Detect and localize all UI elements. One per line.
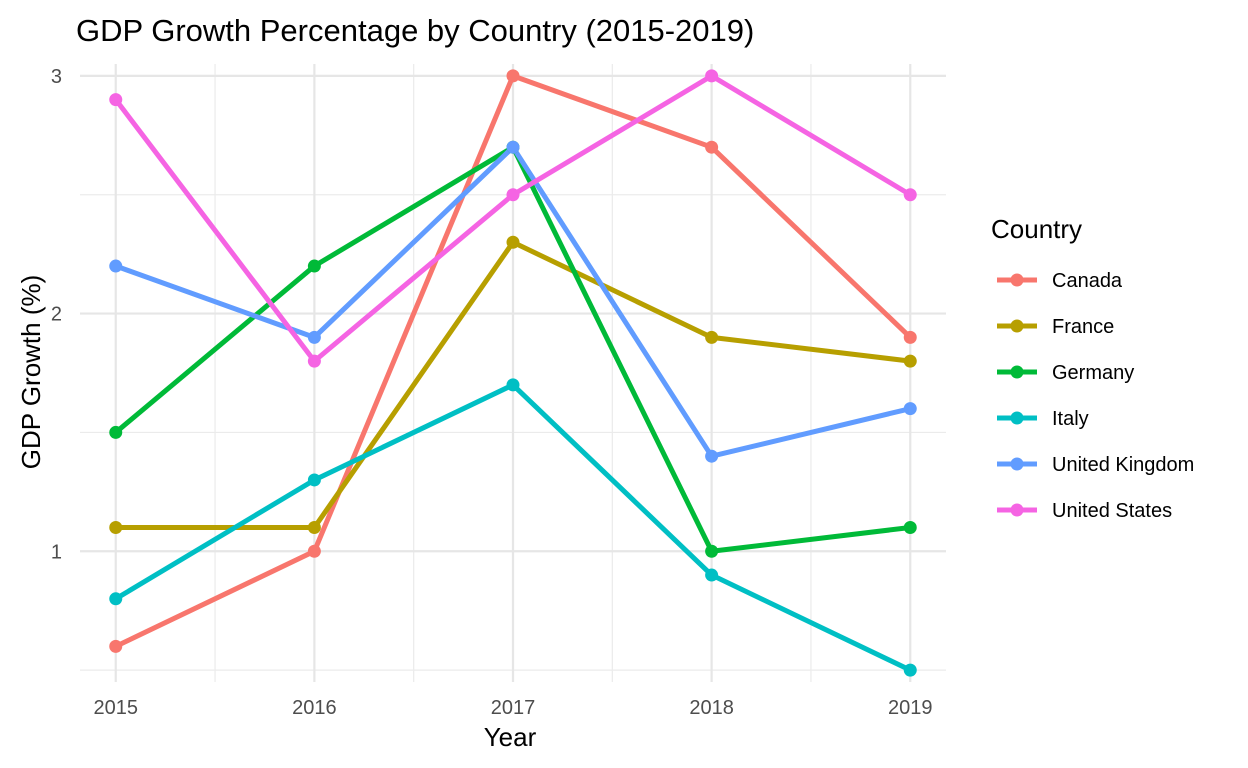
legend-key-point	[1010, 319, 1024, 333]
series-points	[109, 69, 917, 677]
x-tick-label: 2016	[292, 697, 337, 719]
y-tick-label: 3	[51, 66, 62, 88]
data-point	[705, 140, 719, 154]
data-point	[506, 188, 520, 202]
data-point	[307, 544, 321, 558]
data-point	[307, 354, 321, 368]
legend-key-point	[1010, 273, 1024, 287]
x-axis-title: Year	[484, 722, 537, 752]
y-tick-label: 2	[51, 304, 62, 326]
data-point	[307, 330, 321, 344]
y-tick-label: 1	[51, 541, 62, 563]
data-point	[109, 521, 123, 534]
data-point	[307, 521, 321, 534]
data-point	[705, 544, 719, 558]
data-point	[705, 330, 719, 344]
data-point	[307, 259, 321, 273]
data-point	[903, 402, 917, 416]
data-point	[903, 521, 917, 534]
data-point	[903, 188, 917, 202]
data-point	[705, 449, 719, 463]
data-point	[506, 378, 520, 392]
data-point	[506, 140, 520, 154]
grid-lines	[80, 64, 946, 682]
data-point	[109, 592, 123, 606]
legend-key-point	[1010, 365, 1024, 379]
x-tick-label: 2018	[689, 697, 734, 719]
legend-label: United States	[1052, 500, 1172, 522]
data-point	[506, 235, 520, 249]
x-tick-label: 2015	[94, 697, 139, 719]
data-point	[903, 663, 917, 677]
legend-key-point	[1010, 457, 1024, 471]
data-point	[903, 354, 917, 368]
legend-label: France	[1052, 316, 1114, 338]
chart-title: GDP Growth Percentage by Country (2015-2…	[76, 13, 754, 48]
y-axis-title: GDP Growth (%)	[16, 275, 46, 470]
data-point	[506, 69, 520, 83]
legend-label: Germany	[1052, 362, 1134, 384]
tick-labels: 2015 2016 2017 2018 2019 1 2 3	[51, 66, 933, 719]
legend-label: Italy	[1052, 408, 1089, 430]
legend: Country Canada France Germany Italy United K…	[991, 214, 1194, 522]
data-point	[109, 93, 123, 107]
data-point	[109, 425, 123, 439]
legend-label: United Kingdom	[1052, 454, 1194, 476]
legend-key-point	[1010, 411, 1024, 425]
legend-label: Canada	[1052, 270, 1123, 292]
x-tick-label: 2017	[491, 697, 536, 719]
data-point	[903, 330, 917, 344]
legend-title: Country	[991, 214, 1082, 244]
legend-key-point	[1010, 503, 1024, 517]
data-point	[109, 639, 123, 653]
data-point	[705, 568, 719, 582]
x-tick-label: 2019	[888, 697, 933, 719]
data-point	[307, 473, 321, 487]
data-point	[705, 69, 719, 83]
data-point	[109, 259, 123, 273]
